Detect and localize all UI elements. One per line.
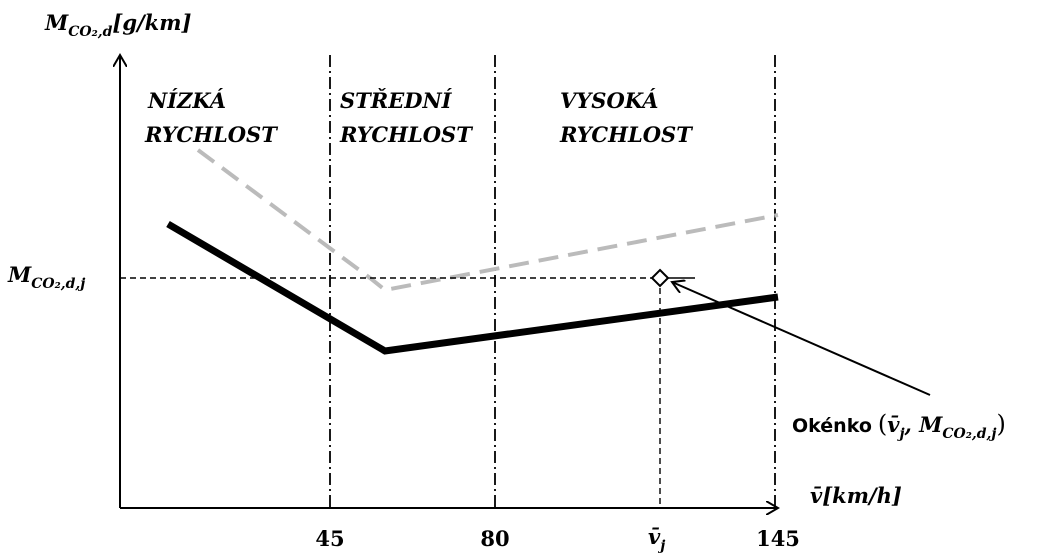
annotation-arrow xyxy=(672,282,931,396)
grey-curve xyxy=(196,148,779,293)
x-axis-label: v̄[km/h] xyxy=(810,483,902,508)
x-tick-label: 145 xyxy=(756,526,800,551)
x-tick-label: 45 xyxy=(315,526,344,551)
zone-label: NÍZKÁ xyxy=(147,88,226,113)
window-point xyxy=(650,268,670,288)
x-marker-label: v̄j xyxy=(648,524,665,554)
zone-label: RYCHLOST xyxy=(339,122,473,147)
zone-label: RYCHLOST xyxy=(559,122,693,147)
annotation: Okénko (v̄j, MCO₂,d,j) xyxy=(792,410,1006,442)
y-axis-label: MCO₂,d[g/km] xyxy=(44,10,191,40)
zone-label: RYCHLOST xyxy=(144,122,278,147)
black-curve xyxy=(166,220,779,355)
zone-label: STŘEDNÍ xyxy=(340,88,453,113)
zone-label: VYSOKÁ xyxy=(560,88,658,113)
zone-lines xyxy=(329,55,776,510)
y-marker-label: MCO₂,d,j xyxy=(7,262,85,292)
x-tick-label: 80 xyxy=(480,526,509,551)
